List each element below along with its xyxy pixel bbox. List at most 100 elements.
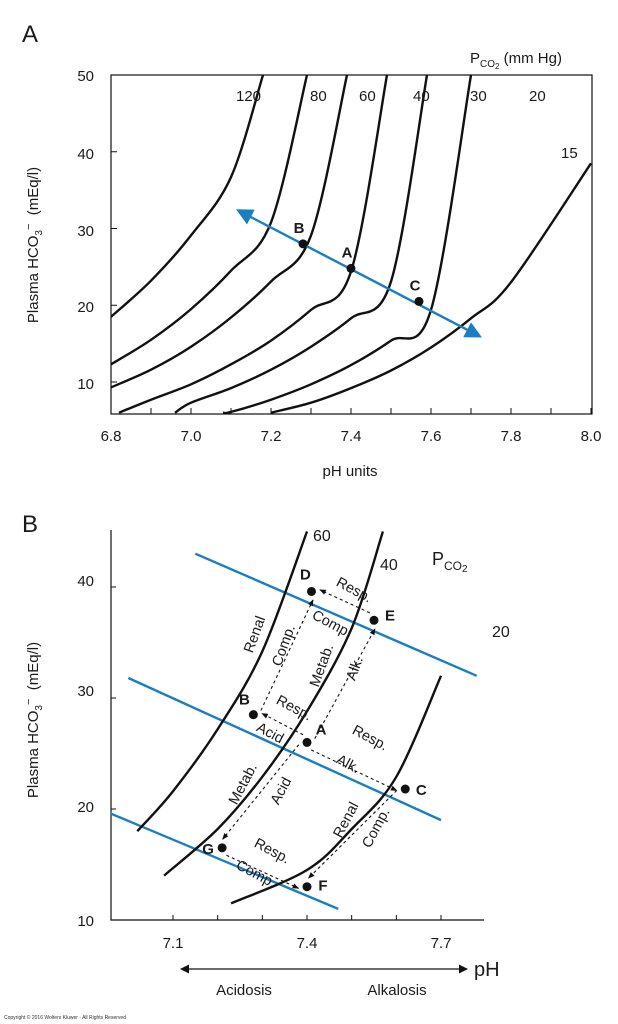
b-isobar-60 bbox=[136, 531, 309, 832]
a-x-tick-7.8: 7.8 bbox=[501, 428, 522, 445]
a-isobar-label-60: 60 bbox=[359, 88, 376, 105]
a-x-tick-7.4: 7.4 bbox=[341, 428, 362, 445]
panel-a-x-ticks: 6.8 7.0 7.2 7.4 7.6 7.8 8.0 bbox=[101, 428, 602, 445]
ann-alk-ae: Alk. bbox=[344, 655, 367, 683]
a-isobar-label-40: 40 bbox=[413, 88, 430, 105]
panel-b-buffer-lines bbox=[110, 552, 478, 911]
panel-a-points: B A C bbox=[294, 220, 424, 306]
b-legend-title-pco2: PCO2 bbox=[432, 549, 468, 575]
a-point-label-B: B bbox=[294, 220, 305, 237]
a-y-axis-label: Plasma HCO3− (mEq/l) bbox=[23, 167, 45, 323]
b-point-label-B: B bbox=[239, 692, 250, 709]
acidosis-label: Acidosis bbox=[216, 982, 272, 999]
b-x-tick-7.4: 7.4 bbox=[297, 935, 318, 952]
ann-resp-ab: Resp. bbox=[273, 693, 314, 725]
ann-renal-cf: Renal bbox=[331, 800, 363, 841]
a-isobar-label-30: 30 bbox=[470, 88, 487, 105]
ann-comp-gf: Comp. bbox=[233, 857, 278, 891]
panel-b-letter: B bbox=[22, 511, 38, 538]
a-point-label-C: C bbox=[410, 277, 421, 294]
b-arrow-B-to-D bbox=[260, 599, 314, 711]
a-isobar-label-20: 20 bbox=[529, 88, 546, 105]
b-point-A bbox=[302, 737, 312, 747]
b-isobar-label-60: 60 bbox=[313, 528, 331, 545]
a-point-A bbox=[346, 263, 356, 273]
a-isobar-label-120: 120 bbox=[236, 88, 261, 105]
panel-a-letter: A bbox=[22, 21, 38, 48]
a-isobar-15 bbox=[270, 162, 592, 414]
b-point-B bbox=[248, 710, 258, 720]
a-isobar-80 bbox=[111, 75, 309, 366]
b-buffer-line-2 bbox=[127, 676, 442, 822]
ann-comp-cf: Comp. bbox=[359, 806, 393, 851]
b-x-tick-7.1: 7.1 bbox=[163, 935, 184, 952]
a-legend-title-pco2: PCO2 (mm Hg) bbox=[470, 50, 562, 71]
panel-a: A 50 40 30 20 10 6.8 7.0 7.2 7.4 7.6 7.8… bbox=[22, 21, 601, 480]
b-arrow-A-to-B bbox=[261, 712, 304, 736]
a-isobar-120 bbox=[111, 75, 265, 318]
b-x-axis-label: pH bbox=[474, 959, 500, 981]
b-buffer-line-3 bbox=[110, 812, 339, 911]
b-y-tick-30: 30 bbox=[77, 683, 94, 700]
b-arrow-C-to-F bbox=[307, 790, 398, 879]
a-y-tick-50: 50 bbox=[77, 68, 94, 85]
b-point-label-C: C bbox=[416, 782, 427, 799]
b-y-tick-40: 40 bbox=[77, 573, 94, 590]
ann-acid-ag: Acid bbox=[268, 775, 295, 807]
copyright-notice: Copyright © 2016 Wolters Kluwer · All Ri… bbox=[4, 1015, 126, 1021]
a-point-C bbox=[414, 296, 424, 306]
b-arrow-A-to-C bbox=[310, 749, 398, 792]
a-isobar-60 bbox=[111, 75, 349, 389]
a-x-tick-7.0: 7.0 bbox=[181, 428, 202, 445]
a-point-label-A: A bbox=[342, 244, 353, 261]
b-point-C bbox=[400, 784, 410, 794]
a-x-tick-7.2: 7.2 bbox=[261, 428, 282, 445]
panel-b-tick-marks bbox=[111, 586, 442, 920]
b-arrow-G-to-F bbox=[226, 854, 300, 889]
b-y-axis-label: Plasma HCO3− (mEq/l) bbox=[23, 642, 45, 798]
ann-resp-gf: Resp. bbox=[251, 836, 292, 868]
b-point-label-G: G bbox=[202, 841, 214, 858]
a-point-B bbox=[298, 239, 308, 249]
ann-resp-ac: Resp. bbox=[349, 723, 390, 755]
b-x-tick-7.7: 7.7 bbox=[431, 935, 452, 952]
panel-a-tick-marks bbox=[110, 74, 592, 414]
b-point-label-A: A bbox=[316, 721, 327, 738]
b-point-G bbox=[217, 843, 227, 853]
a-x-axis-label: pH units bbox=[322, 463, 377, 480]
b-point-label-F: F bbox=[318, 878, 327, 895]
a-x-tick-8.0: 8.0 bbox=[581, 428, 602, 445]
panel-b-x-ticks: 7.1 7.4 7.7 bbox=[163, 935, 452, 952]
b-isobar-label-40: 40 bbox=[380, 557, 398, 574]
b-point-D bbox=[306, 586, 316, 596]
ann-renal-bd: Renal bbox=[241, 614, 269, 655]
a-y-tick-30: 30 bbox=[77, 223, 94, 240]
a-isobar-label-15: 15 bbox=[561, 145, 578, 162]
b-point-E bbox=[369, 615, 379, 625]
ann-comp-bd: Comp. bbox=[269, 623, 299, 669]
b-arrow-A-to-E bbox=[314, 628, 376, 739]
panel-b-y-ticks: 40 30 20 10 bbox=[77, 573, 94, 930]
panel-b-points: D E B A C G F bbox=[202, 566, 427, 894]
a-isobar-label-80: 80 bbox=[310, 88, 327, 105]
a-y-tick-10: 10 bbox=[77, 376, 94, 393]
a-x-tick-6.8: 6.8 bbox=[101, 428, 122, 445]
b-y-tick-10: 10 bbox=[77, 913, 94, 930]
panel-a-y-ticks: 50 40 30 20 10 bbox=[77, 68, 94, 393]
b-isobar-label-20: 20 bbox=[492, 624, 510, 641]
b-point-F bbox=[302, 882, 312, 892]
panel-b: B 40 30 20 10 7.1 7.4 7.7 Plasma HCO3− (… bbox=[22, 511, 510, 999]
alkalosis-label: Alkalosis bbox=[367, 982, 426, 999]
b-point-label-E: E bbox=[385, 607, 395, 624]
b-y-tick-20: 20 bbox=[77, 799, 94, 816]
b-buffer-line-1 bbox=[194, 552, 478, 677]
panel-b-axes bbox=[110, 530, 484, 921]
a-buffer-line-arrow bbox=[236, 209, 482, 338]
a-y-tick-40: 40 bbox=[77, 146, 94, 163]
b-point-label-D: D bbox=[300, 566, 311, 583]
a-x-tick-7.6: 7.6 bbox=[421, 428, 442, 445]
b-isobar-40 bbox=[163, 531, 385, 877]
b-isobar-20 bbox=[230, 675, 443, 905]
panel-b-isobars bbox=[136, 531, 443, 905]
